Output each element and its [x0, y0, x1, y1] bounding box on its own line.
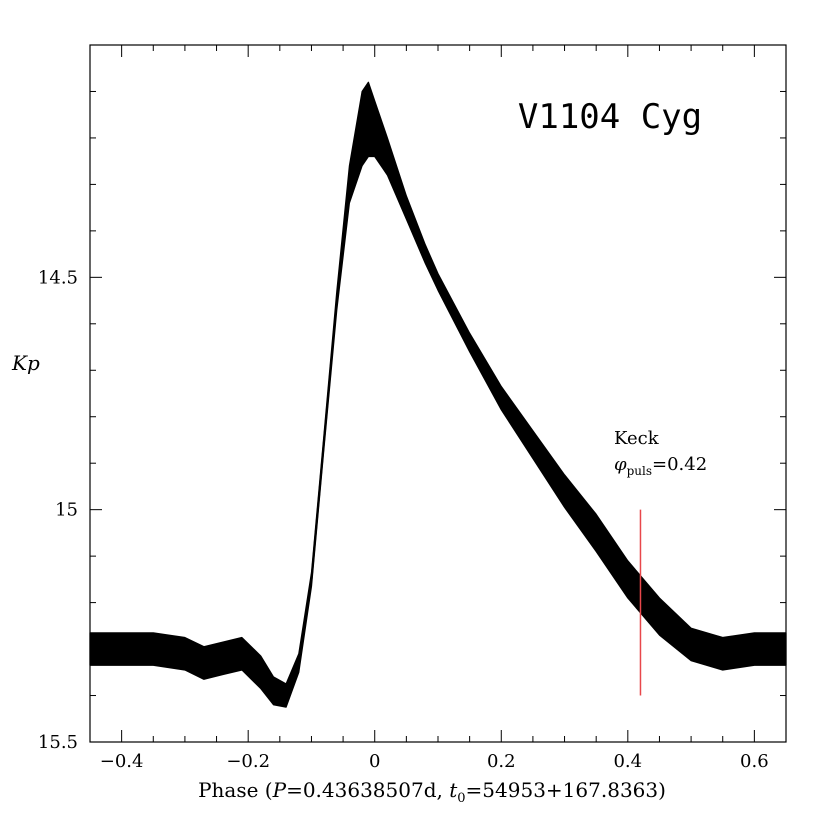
- keck-label: Keck: [614, 428, 660, 449]
- light-curve-polygon: [89, 81, 787, 708]
- axis-ticks: [89, 44, 787, 743]
- y-tick-label: 14.5: [38, 267, 78, 288]
- x-tick-label: 0.4: [613, 751, 642, 772]
- chart-title: V1104 Cyg: [518, 97, 702, 137]
- y-tick-label: 15.5: [38, 732, 78, 753]
- x-axis-title: Phase (P=0.43638507d, t0=54953+167.8363): [198, 778, 666, 806]
- x-tick-label: −0.2: [226, 751, 270, 772]
- y-tick-label: 15: [55, 500, 78, 521]
- x-tick-label: −0.4: [100, 751, 144, 772]
- y-axis-title: Kp: [11, 351, 40, 375]
- x-tick-label: 0.2: [487, 751, 516, 772]
- x-tick-label: 0: [369, 751, 380, 772]
- phi-puls-label: φpuls=0.42: [614, 454, 707, 478]
- light-curve-median: [90, 117, 786, 697]
- x-tick-labels: −0.4 −0.2 0 0.2 0.4 0.6: [100, 751, 769, 772]
- x-tick-label: 0.6: [740, 751, 769, 772]
- y-tick-labels: 14.5 15 15.5: [38, 267, 78, 753]
- light-curve-band: [89, 81, 787, 708]
